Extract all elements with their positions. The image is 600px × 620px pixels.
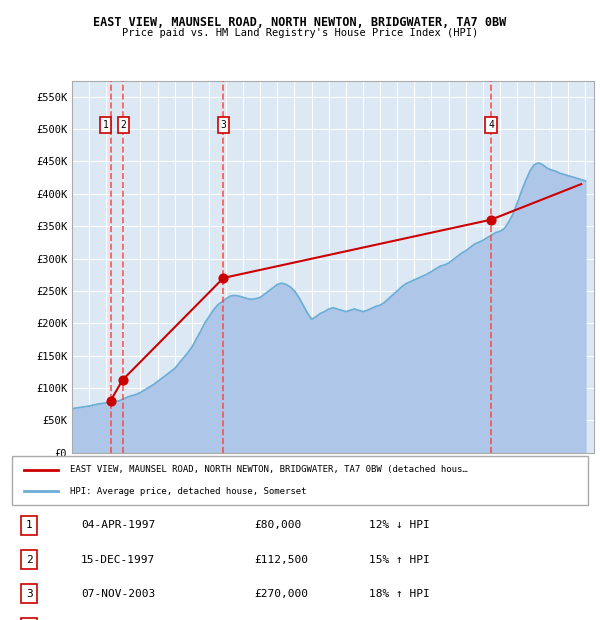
Text: 3: 3: [26, 588, 32, 599]
Text: EAST VIEW, MAUNSEL ROAD, NORTH NEWTON, BRIDGWATER, TA7 0BW: EAST VIEW, MAUNSEL ROAD, NORTH NEWTON, B…: [94, 16, 506, 29]
Text: 12% ↓ HPI: 12% ↓ HPI: [369, 520, 430, 531]
Text: 4: 4: [488, 120, 494, 130]
Text: 1: 1: [26, 520, 32, 531]
Text: £80,000: £80,000: [254, 520, 301, 531]
Text: 2: 2: [26, 554, 32, 565]
Point: [486, 215, 496, 224]
Text: £270,000: £270,000: [254, 588, 308, 599]
FancyBboxPatch shape: [12, 456, 588, 505]
Text: 18% ↑ HPI: 18% ↑ HPI: [369, 588, 430, 599]
Point: [106, 396, 115, 406]
Text: £112,500: £112,500: [254, 554, 308, 565]
Text: 1: 1: [103, 120, 109, 130]
Text: Price paid vs. HM Land Registry's House Price Index (HPI): Price paid vs. HM Land Registry's House …: [122, 28, 478, 38]
Text: HPI: Average price, detached house, Somerset: HPI: Average price, detached house, Some…: [70, 487, 306, 496]
Text: 15-DEC-1997: 15-DEC-1997: [81, 554, 155, 565]
Text: 07-NOV-2003: 07-NOV-2003: [81, 588, 155, 599]
Text: 15% ↑ HPI: 15% ↑ HPI: [369, 554, 430, 565]
Point: [118, 375, 127, 385]
Text: 2: 2: [121, 120, 127, 130]
Text: 04-APR-1997: 04-APR-1997: [81, 520, 155, 531]
Point: [218, 273, 228, 283]
Text: EAST VIEW, MAUNSEL ROAD, NORTH NEWTON, BRIDGWATER, TA7 0BW (detached hous…: EAST VIEW, MAUNSEL ROAD, NORTH NEWTON, B…: [70, 465, 467, 474]
Text: 3: 3: [221, 120, 226, 130]
